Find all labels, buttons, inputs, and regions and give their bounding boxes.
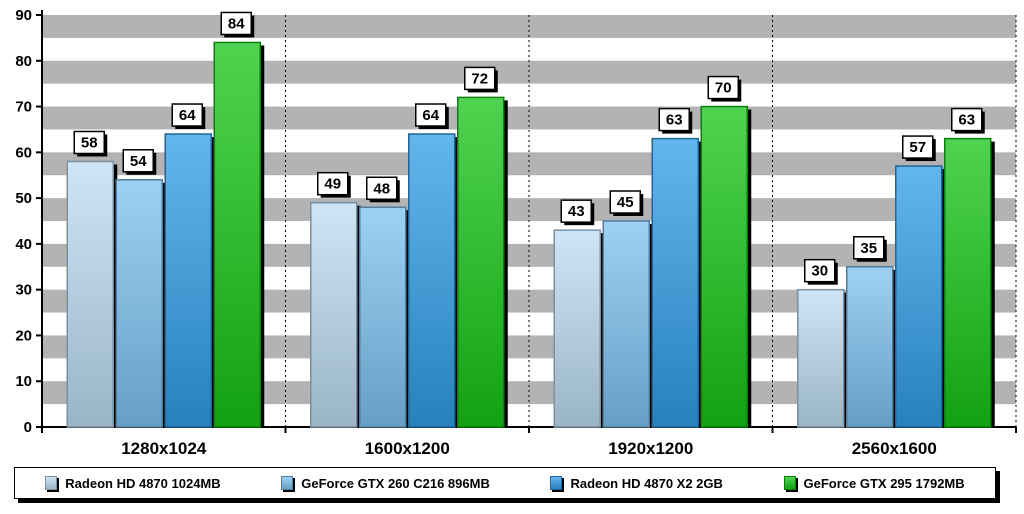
data-label: 30 xyxy=(811,263,828,280)
data-label: 35 xyxy=(860,240,877,257)
legend-item: GeForce GTX 295 1792MB xyxy=(783,475,965,491)
y-tick-label: 90 xyxy=(15,7,32,24)
data-label-box xyxy=(804,258,836,283)
data-label-box xyxy=(366,176,398,201)
y-tick-label: 70 xyxy=(15,99,32,116)
bar xyxy=(213,41,261,428)
legend-label: GeForce GTX 295 1792MB xyxy=(803,475,965,491)
data-label: 58 xyxy=(81,134,98,151)
legend-label: GeForce GTX 260 C216 896MB xyxy=(301,475,490,491)
bar xyxy=(310,201,358,428)
data-label-box xyxy=(951,107,983,132)
x-category-label: 1600x1200 xyxy=(365,439,450,458)
legend-swatch xyxy=(281,476,294,490)
legend-label: Radeon HD 4870 1024MB xyxy=(65,475,221,491)
legend-item: Radeon HD 4870 X2 2GB xyxy=(550,475,723,491)
bar xyxy=(602,220,650,428)
data-label-box xyxy=(73,130,105,155)
bar xyxy=(164,133,212,428)
bar-chart: 0 10 20 30 40 50 60 70 80 90 58 54 64 84 1280x1024 49 48… xyxy=(15,7,1017,458)
y-tick-label: 40 xyxy=(15,236,32,253)
grid-band xyxy=(42,106,1016,130)
bar xyxy=(457,96,505,428)
data-label: 45 xyxy=(617,194,634,211)
x-category-label: 2560x1600 xyxy=(852,439,937,458)
legend-item: GeForce GTX 260 C216 896MB xyxy=(281,476,490,491)
data-label: 54 xyxy=(130,153,147,170)
data-label: 84 xyxy=(228,15,245,32)
grid-band xyxy=(42,152,1016,176)
data-label: 72 xyxy=(471,70,488,87)
y-tick-label: 50 xyxy=(15,190,32,207)
chart-area: 0 10 20 30 40 50 60 70 80 90 58 54 64 84 1280x1024 49 48… xyxy=(15,7,1017,458)
y-tick-label: 30 xyxy=(15,282,32,299)
data-label: 43 xyxy=(568,203,585,220)
bar xyxy=(797,288,845,428)
data-label-box xyxy=(415,103,447,127)
data-label-box xyxy=(464,66,496,91)
bar xyxy=(408,133,456,428)
data-label: 48 xyxy=(373,180,390,197)
bar xyxy=(651,137,699,428)
data-label: 49 xyxy=(324,176,341,193)
data-label: 64 xyxy=(422,107,439,124)
bar xyxy=(553,229,601,428)
data-label-box xyxy=(317,171,349,196)
data-label-box xyxy=(122,149,154,173)
bar xyxy=(700,105,748,428)
bar xyxy=(115,179,163,428)
data-label-box xyxy=(658,107,690,132)
x-category-label: 1280x1024 xyxy=(121,439,207,458)
y-tick-label: 20 xyxy=(15,327,32,344)
data-label-box xyxy=(902,135,934,159)
data-label-box xyxy=(707,75,739,100)
data-label: 64 xyxy=(179,107,196,124)
x-category-label: 1920x1200 xyxy=(608,439,693,458)
data-label: 57 xyxy=(909,139,926,156)
legend: Radeon HD 4870 1024MB GeForce GTX 260 C21… xyxy=(14,467,996,499)
bar xyxy=(895,165,943,428)
data-label-box xyxy=(609,190,641,214)
data-label: 63 xyxy=(958,112,975,129)
data-label-box xyxy=(853,236,885,260)
data-label-box xyxy=(171,103,203,127)
y-tick-label: 60 xyxy=(15,144,32,161)
legend-swatch xyxy=(45,476,58,490)
legend-swatch xyxy=(550,476,563,490)
data-label: 70 xyxy=(715,80,732,97)
data-label-box xyxy=(220,11,252,36)
bar xyxy=(944,137,992,428)
bar xyxy=(846,266,894,428)
bar xyxy=(359,206,407,428)
bar xyxy=(66,160,114,428)
data-label-box xyxy=(560,199,592,223)
legend-label: Radeon HD 4870 X2 2GB xyxy=(570,475,723,491)
data-label: 63 xyxy=(666,112,683,129)
y-tick-label: 10 xyxy=(15,373,32,390)
y-tick-label: 0 xyxy=(24,419,32,436)
legend-swatch xyxy=(783,476,796,490)
legend-item: Radeon HD 4870 1024MB xyxy=(45,475,221,491)
y-tick-label: 80 xyxy=(15,53,32,70)
